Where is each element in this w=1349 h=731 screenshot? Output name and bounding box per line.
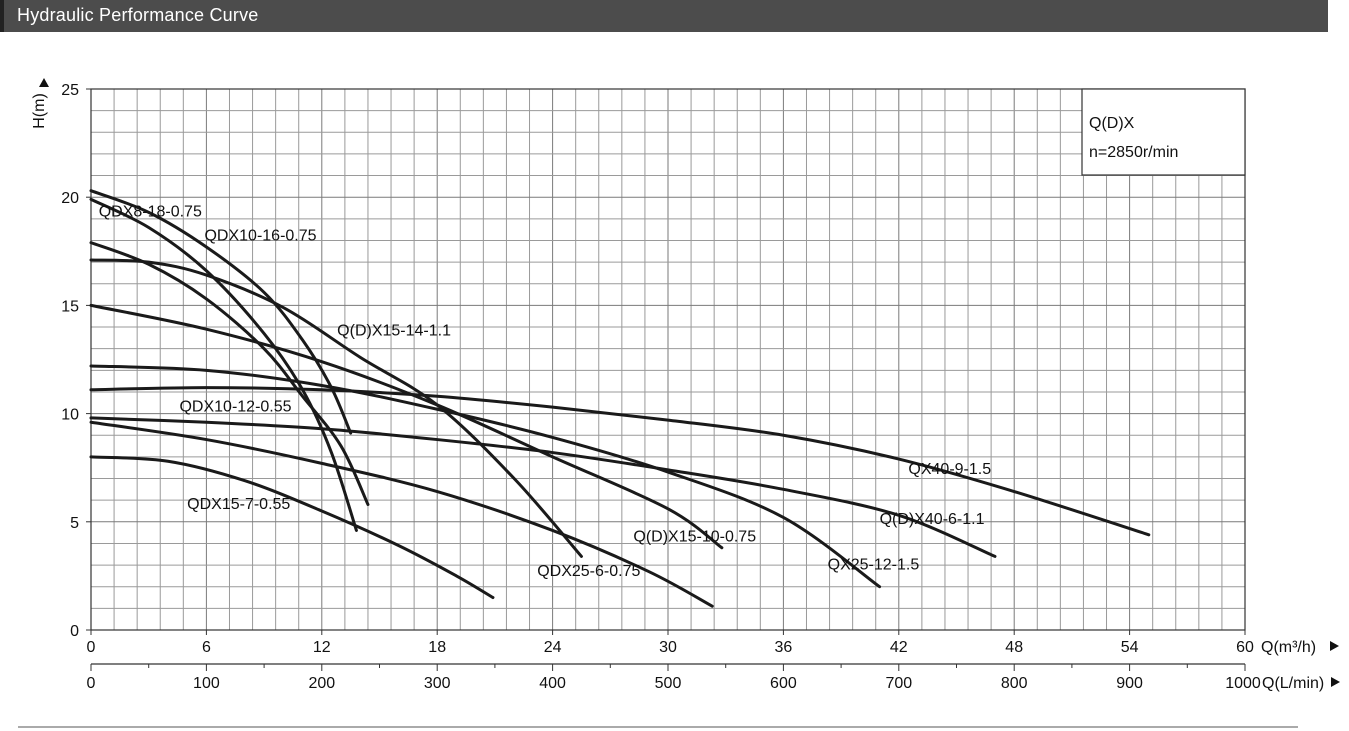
x-tick-label-m3h: 42 [890,639,908,656]
x-tick-label-lmin: 0 [87,675,96,692]
y-tick-label: 20 [61,190,79,207]
x-tick-label-m3h: 36 [775,639,793,656]
header-accent [0,0,4,32]
curve-label: QX40-9-1.5 [908,461,991,478]
legend-frame [1081,88,1246,176]
curve-qdx8-18-0-75 [89,197,358,532]
curve-label: Q(D)X15-14-1.1 [337,323,451,340]
x2-axis-arrow-icon [1331,677,1340,687]
curve-label: QDX25-6-0.75 [537,563,640,580]
curve-qx25-12-1-5 [89,364,882,589]
curve-qdx25-6-0-75 [89,420,714,608]
x-tick-label-m3h: 30 [659,639,677,656]
curve-label: QX25-12-1.5 [828,556,920,573]
y-tick-label: 10 [61,407,79,424]
curve-qx40-9-1-5 [89,386,1151,537]
curve-label: QDX10-12-0.55 [179,398,291,415]
legend-box: Q(D)X n=2850r/min [1081,88,1246,176]
x-axis-label-m3h: Q(m³/h) [1261,639,1316,656]
x-tick-label-lmin: 1000 [1225,675,1261,692]
x-tick-label-lmin: 600 [770,675,797,692]
curve-label: QDX15-7-0.55 [187,496,290,513]
x-tick-label-m3h: 0 [87,639,96,656]
x-tick-label-lmin: 800 [1001,675,1028,692]
curve-label: QDX10-16-0.75 [204,227,316,244]
y-tick-label: 0 [70,623,79,640]
curve-q-d-x15-14-1-1 [89,258,583,558]
x-tick-label-lmin: 100 [193,675,220,692]
x-tick-label-m3h: 24 [544,639,562,656]
axes: 0 5 10 15 20 25 H(m) 0 6 12 18 24 30 36 42 48 54 60 Q(m³/h… [18,78,1340,728]
x-tick-label-m3h: 18 [428,639,446,656]
x-tick-label-m3h: 6 [202,639,211,656]
header-bar: Hydraulic Performance Curve [0,0,1328,32]
x-tick-label-lmin: 400 [539,675,566,692]
x-tick-label-m3h: 60 [1236,639,1254,656]
y-axis-arrow-icon [39,78,49,87]
legend-series-name: Q(D)X [1089,115,1135,132]
x-tick-label-lmin: 200 [308,675,335,692]
x-axis-arrow-icon [1330,641,1339,651]
x-tick-label-m3h: 54 [1121,639,1139,656]
y-tick-label: 5 [70,515,79,532]
x-tick-label-lmin: 900 [1116,675,1143,692]
curves [89,189,1151,608]
curve-qdx15-7-0-55 [89,455,495,600]
curve-qdx10-12-0-55 [89,241,370,506]
legend-speed: n=2850r/min [1089,144,1178,161]
y-axis-label: H(m) [31,93,48,129]
y-tick-label: 15 [61,298,79,315]
curve-label: QDX8-18-0.75 [99,204,202,221]
header-title: Hydraulic Performance Curve [17,5,259,25]
curve-q-d-x40-6-1-1 [89,416,997,558]
x-tick-label-lmin: 500 [655,675,682,692]
x-tick-label-lmin: 300 [424,675,451,692]
x-tick-label-m3h: 12 [313,639,331,656]
curve-q-d-x15-10-0-75 [89,303,724,550]
grid [90,88,1246,631]
x-tick-label-lmin: 700 [885,675,912,692]
x-axis-label-lmin: Q(L/min) [1262,675,1324,692]
curve-label: Q(D)X40-6-1.1 [880,511,985,528]
curve-label: Q(D)X15-10-0.75 [633,528,756,545]
y-tick-label: 25 [61,82,79,99]
x-tick-label-m3h: 48 [1005,639,1023,656]
